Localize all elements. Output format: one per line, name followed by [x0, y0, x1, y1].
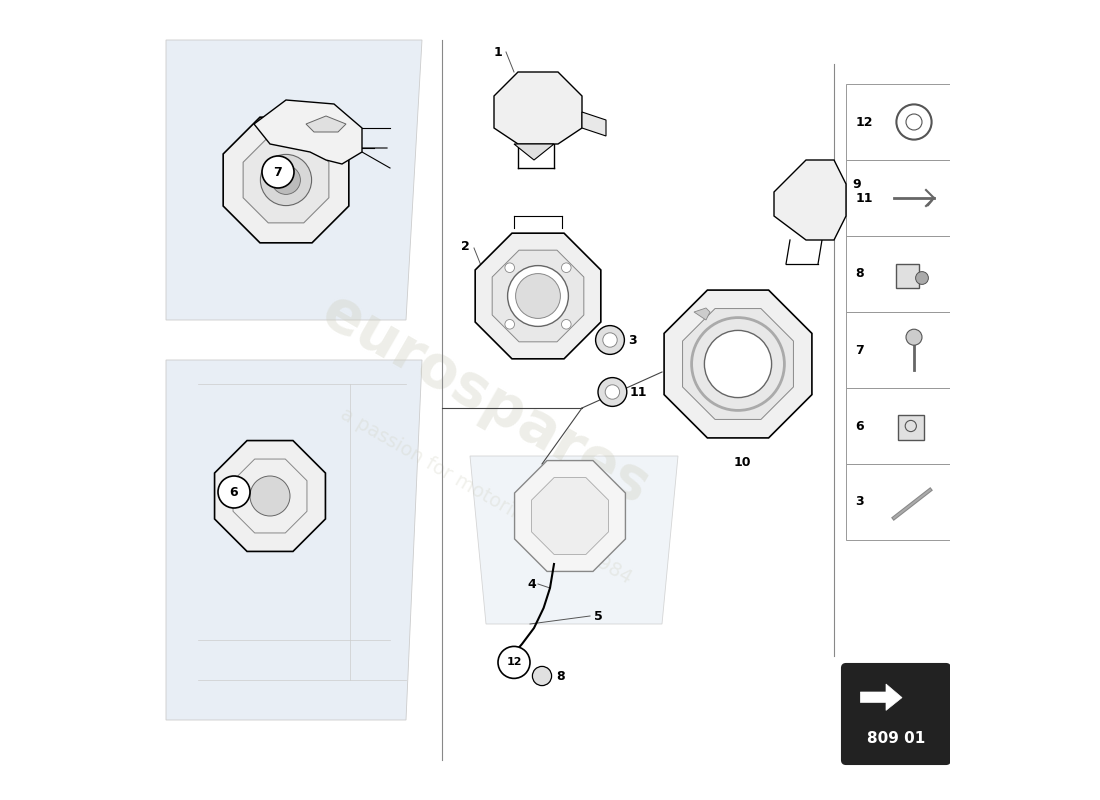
- Circle shape: [561, 263, 571, 273]
- Text: 6: 6: [230, 486, 239, 498]
- Text: 7: 7: [274, 166, 283, 178]
- Text: 8: 8: [856, 267, 865, 281]
- Text: 7: 7: [856, 343, 865, 357]
- Circle shape: [505, 263, 515, 273]
- Text: 11: 11: [630, 386, 648, 398]
- Text: 10: 10: [734, 456, 750, 469]
- Polygon shape: [214, 441, 326, 551]
- Text: eurospares: eurospares: [312, 283, 660, 517]
- Text: 9: 9: [852, 178, 861, 190]
- Polygon shape: [223, 117, 349, 243]
- Text: 8: 8: [557, 670, 565, 682]
- Polygon shape: [494, 72, 582, 144]
- Text: 3: 3: [856, 495, 865, 509]
- Polygon shape: [582, 112, 606, 136]
- Text: 6: 6: [856, 419, 865, 433]
- Polygon shape: [254, 100, 362, 164]
- Polygon shape: [492, 250, 584, 342]
- Circle shape: [561, 319, 571, 329]
- Polygon shape: [243, 137, 329, 223]
- Polygon shape: [306, 116, 346, 132]
- Circle shape: [605, 385, 619, 399]
- FancyBboxPatch shape: [896, 264, 918, 288]
- Text: 12: 12: [506, 658, 521, 667]
- Text: 809 01: 809 01: [867, 731, 925, 746]
- Circle shape: [598, 378, 627, 406]
- Text: 3: 3: [628, 334, 637, 346]
- Polygon shape: [664, 290, 812, 438]
- Polygon shape: [683, 309, 793, 419]
- Circle shape: [603, 333, 617, 347]
- Circle shape: [218, 476, 250, 508]
- Text: 2: 2: [461, 240, 470, 253]
- Circle shape: [272, 166, 300, 194]
- Circle shape: [915, 271, 928, 284]
- Circle shape: [704, 330, 771, 398]
- Circle shape: [532, 666, 551, 686]
- Polygon shape: [694, 308, 710, 320]
- Text: a passion for motoring since 1984: a passion for motoring since 1984: [337, 405, 635, 587]
- Polygon shape: [470, 456, 678, 624]
- Circle shape: [906, 330, 922, 346]
- Polygon shape: [475, 233, 601, 359]
- Text: 12: 12: [856, 115, 873, 129]
- Polygon shape: [515, 461, 626, 571]
- Polygon shape: [166, 360, 422, 720]
- Polygon shape: [531, 478, 608, 554]
- Circle shape: [498, 646, 530, 678]
- Circle shape: [505, 319, 515, 329]
- Circle shape: [261, 154, 311, 206]
- Circle shape: [250, 476, 290, 516]
- Circle shape: [262, 156, 294, 188]
- Polygon shape: [166, 40, 422, 320]
- FancyBboxPatch shape: [898, 414, 924, 440]
- Text: 1: 1: [493, 46, 502, 58]
- Polygon shape: [774, 160, 846, 240]
- Polygon shape: [514, 144, 554, 160]
- Circle shape: [595, 326, 625, 354]
- Polygon shape: [860, 684, 902, 710]
- FancyBboxPatch shape: [842, 664, 950, 764]
- Text: 4: 4: [528, 578, 537, 590]
- Circle shape: [516, 274, 560, 318]
- Text: 5: 5: [594, 610, 603, 622]
- Text: 11: 11: [856, 191, 873, 205]
- Circle shape: [507, 266, 569, 326]
